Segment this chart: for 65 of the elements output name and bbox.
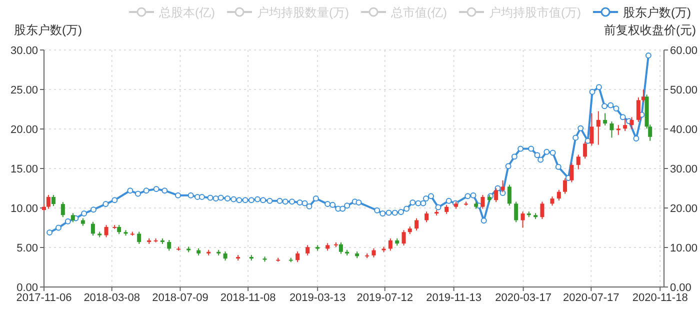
candlestick bbox=[414, 218, 419, 232]
candlestick bbox=[372, 248, 376, 258]
y-tick-label: 30.00 bbox=[10, 45, 38, 57]
candlestick bbox=[623, 118, 628, 132]
y-tick-label: 0.00 bbox=[16, 282, 38, 294]
candlestick bbox=[296, 250, 300, 263]
x-tick-label: 2018-07-09 bbox=[152, 292, 208, 304]
x-tick-label: 2019-03-13 bbox=[289, 292, 346, 304]
y-tick-label: 10.00 bbox=[10, 203, 38, 215]
candlestick bbox=[223, 250, 228, 262]
candlestick bbox=[596, 110, 600, 146]
candlestick bbox=[388, 238, 392, 252]
x-tick-label: 2020-03-17 bbox=[495, 292, 552, 304]
candlestick bbox=[167, 239, 172, 252]
candlestick bbox=[603, 112, 608, 126]
x-tick-label: 2020-07-17 bbox=[563, 292, 620, 304]
candlestick bbox=[616, 124, 620, 136]
candlestick bbox=[46, 194, 50, 210]
candlestick bbox=[556, 189, 561, 201]
candlestick bbox=[590, 112, 594, 146]
candlestick bbox=[104, 224, 108, 238]
candlestick bbox=[514, 201, 518, 223]
y2-tick-label: 60.00 bbox=[670, 45, 698, 57]
candlestick bbox=[338, 242, 343, 254]
candlestick bbox=[540, 201, 544, 220]
x-tick-label: 2018-03-08 bbox=[84, 292, 140, 304]
candlestick bbox=[610, 120, 614, 138]
y2-tick-label: 50.00 bbox=[670, 84, 698, 96]
y2-tick-label: 10.00 bbox=[670, 242, 698, 254]
y-tick-label: 15.00 bbox=[10, 164, 38, 176]
candlestick bbox=[520, 211, 525, 228]
candlestick bbox=[563, 178, 568, 194]
candlestick bbox=[424, 211, 429, 223]
candlestick bbox=[90, 221, 95, 236]
y-tick-label: 5.00 bbox=[16, 242, 38, 254]
y2-tick-label: 0.00 bbox=[670, 282, 692, 294]
legend-label: 股东户数(万) bbox=[623, 6, 691, 20]
candlestick bbox=[117, 224, 122, 235]
x-tick-label: 2019-11-13 bbox=[426, 292, 482, 304]
candlestick bbox=[576, 154, 580, 170]
candlestick bbox=[306, 244, 310, 256]
candlestick bbox=[51, 194, 56, 207]
candlestick bbox=[402, 230, 406, 246]
y2-tick-label: 20.00 bbox=[670, 203, 698, 215]
candlestick bbox=[570, 162, 574, 183]
x-tick-label: 2017-11-06 bbox=[16, 292, 72, 304]
candlestick bbox=[137, 231, 142, 244]
candlestick bbox=[636, 96, 640, 122]
x-tick-label: 2019-07-12 bbox=[356, 292, 413, 304]
candlestick bbox=[70, 212, 75, 223]
y2-tick-label: 30.00 bbox=[670, 164, 698, 176]
x-tick-label: 2018-11-08 bbox=[220, 292, 276, 304]
candlestick bbox=[507, 184, 512, 206]
y-tick-label: 25.00 bbox=[10, 84, 38, 96]
candlestick bbox=[583, 141, 588, 160]
y2-axis-title: 前复权收盘价(元) bbox=[604, 23, 696, 37]
candlestick bbox=[630, 116, 634, 130]
candlestick bbox=[60, 202, 65, 218]
y2-tick-label: 40.00 bbox=[670, 124, 698, 136]
y-tick-label: 20.00 bbox=[10, 124, 38, 136]
candlestick bbox=[444, 204, 449, 214]
x-tick-label: 2020-11-18 bbox=[632, 292, 688, 304]
candlestick bbox=[480, 194, 485, 210]
y-axis-title: 股东户数(万) bbox=[14, 23, 82, 37]
candlestick bbox=[550, 196, 554, 206]
